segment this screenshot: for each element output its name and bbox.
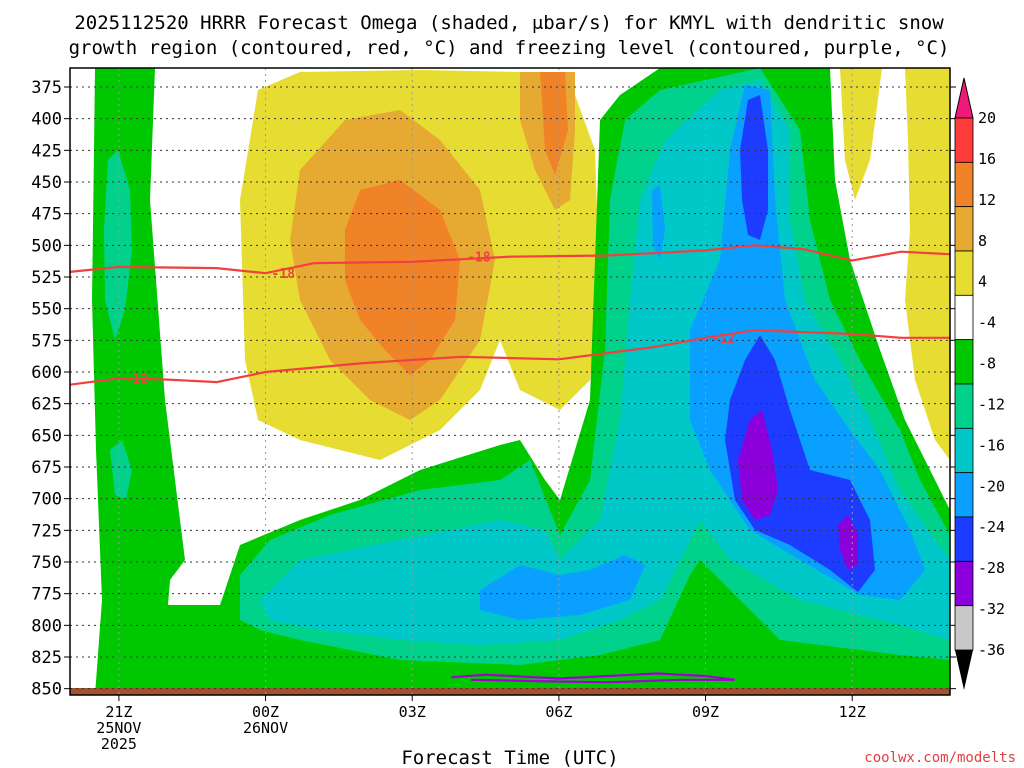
y-tick-label: 400	[31, 110, 62, 130]
omega-shade-minus20-top	[740, 95, 768, 240]
y-tick-label: 500	[31, 236, 62, 256]
y-tick-label: 375	[31, 78, 62, 98]
omega-shade-minus8-left-b	[110, 440, 132, 500]
omega-shade-plus12-b	[540, 72, 568, 175]
colorbar-segment	[954, 339, 974, 385]
x-tick-label: 26NOV	[243, 719, 288, 737]
omega-shade-minus16-a	[480, 555, 645, 620]
y-tick-label: 775	[31, 585, 62, 605]
y-tick-label: 700	[31, 490, 62, 510]
ground-surface	[70, 688, 950, 695]
colorbar-segment	[954, 161, 974, 208]
colorbar-segment	[954, 117, 974, 163]
contour-label: -18	[467, 251, 491, 266]
omega-shade-minus24-a	[738, 410, 778, 520]
contour-label: -18	[272, 267, 296, 282]
omega-shade-plus4-c	[905, 68, 950, 460]
y-tick-label: 850	[31, 680, 62, 700]
colorbar-label: -4	[978, 314, 996, 332]
y-tick-label: 550	[31, 300, 62, 320]
x-tick-label: 12Z	[839, 703, 866, 721]
y-tick-label: 725	[31, 521, 62, 541]
contour-line	[451, 672, 736, 684]
colorbar-segment	[954, 383, 974, 429]
x-tick-label: 03Z	[399, 703, 426, 721]
credit-label: coolwx.com/modelts	[864, 750, 1016, 766]
colorbar-segment	[954, 605, 974, 651]
y-tick-label: 650	[31, 426, 62, 446]
chart-title-line1: 2025112520 HRRR Forecast Omega (shaded, …	[74, 12, 944, 34]
x-tick-label: 00Z	[252, 703, 279, 721]
y-tick-label: 750	[31, 553, 62, 573]
x-tick-label: 25NOV	[96, 719, 141, 737]
x-tick-label: 06Z	[545, 703, 572, 721]
omega-shade-minus20-main	[725, 335, 875, 592]
y-tick-label: 600	[31, 363, 62, 383]
contour-label: -12	[712, 332, 735, 347]
contour-line	[70, 244, 950, 275]
colorbar-label: -32	[978, 600, 1005, 618]
colorbar-label: 12	[978, 191, 996, 209]
omega-shade-minus24-b	[838, 515, 858, 570]
omega-shade-plus12	[345, 180, 460, 375]
colorbar-label: 20	[978, 109, 996, 127]
colorbar-segment	[954, 516, 974, 562]
colorbar-segment	[954, 206, 974, 252]
colorbar-label: -24	[978, 518, 1005, 536]
colorbar-top-arrow	[954, 77, 974, 119]
grid-lines	[70, 68, 950, 695]
y-tick-label: 800	[31, 616, 62, 636]
y-tick-label: 575	[31, 331, 62, 351]
colorbar-segment	[954, 560, 974, 607]
chart-title-line2: growth region (contoured, red, °C) and f…	[69, 37, 950, 59]
contour-label: -12	[125, 372, 148, 387]
colorbar-label: -8	[978, 355, 996, 373]
colorbar-label: -16	[978, 436, 1005, 454]
y-tick-label: 425	[31, 141, 62, 161]
y-tick-label: 825	[31, 648, 62, 668]
y-tick-label: 675	[31, 458, 62, 478]
colorbar-segment	[954, 294, 974, 341]
colorbar-label: -20	[978, 477, 1005, 495]
x-axis-label: Forecast Time (UTC)	[401, 747, 618, 768]
omega-shade-minus16-c	[652, 185, 665, 260]
colorbar: 20 16 12 8 4 -4 -8 -12 -16 -20 -24 -28 -32 -36	[954, 77, 1005, 690]
y-tick-label: 625	[31, 395, 62, 415]
colorbar-label: 8	[978, 232, 987, 250]
omega-shade-plus4-b	[840, 68, 882, 200]
plot-frame	[69, 67, 951, 696]
contour-line	[70, 329, 950, 386]
colorbar-label: -36	[978, 641, 1005, 659]
x-tick-label: 21Z	[105, 703, 132, 721]
y-tick-label: 450	[31, 173, 62, 193]
y-tick-label: 525	[31, 268, 62, 288]
y-axis: 375 400 425 450 475 500 525 550 575 600 625 650 675 7…	[31, 78, 956, 700]
colorbar-label: -28	[978, 559, 1005, 577]
colorbar-segment	[954, 250, 974, 296]
y-tick-label: 475	[31, 205, 62, 225]
contour-lines: -18 -18 -12 -12	[70, 244, 950, 684]
colorbar-label: 16	[978, 150, 996, 168]
colorbar-segment	[954, 472, 974, 518]
colorbar-bottom-arrow	[955, 650, 973, 690]
colorbar-label: 4	[978, 273, 987, 291]
x-tick-label: 2025	[101, 735, 137, 753]
x-tick-label: 09Z	[692, 703, 719, 721]
colorbar-label: -12	[978, 395, 1005, 413]
colorbar-segment	[954, 427, 974, 474]
